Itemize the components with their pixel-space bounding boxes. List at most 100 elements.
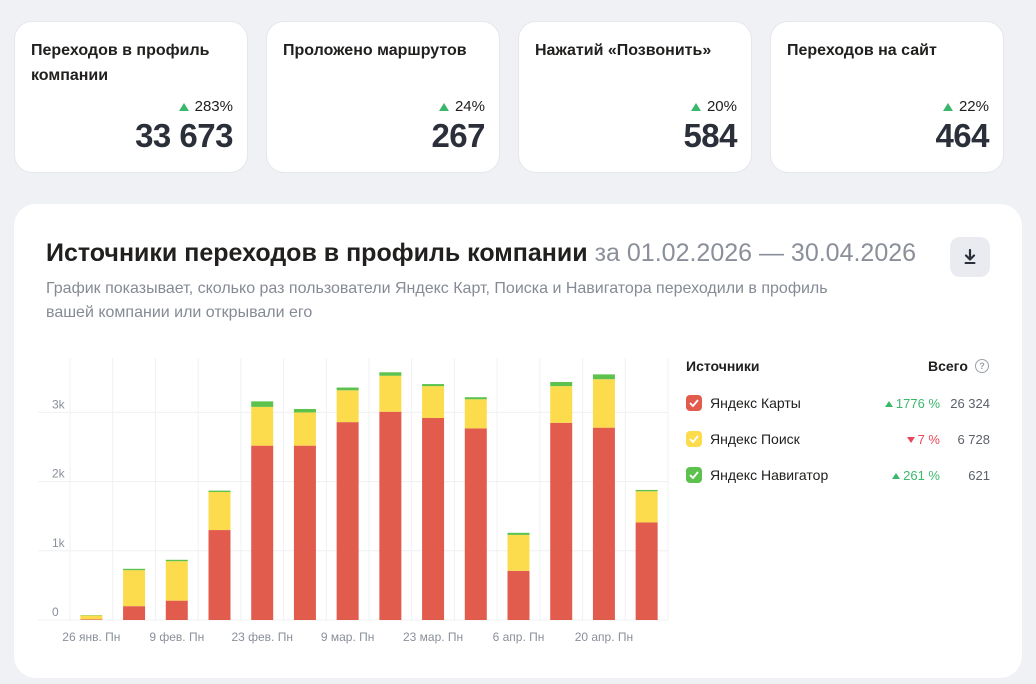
- help-icon[interactable]: ?: [975, 359, 989, 373]
- panel-period: за 01.02.2026 — 30.04.2026: [594, 239, 917, 267]
- kpi-card-website[interactable]: Переходов на сайт 22% 464: [770, 21, 1004, 173]
- kpi-value: 267: [431, 117, 485, 154]
- bar-segment: [550, 381, 573, 387]
- stacked-bar-chart: 0 1k 2k 3k 26 янв. Пн 9 фев. Пн 23 фев. Пн 9 ма…: [38, 358, 669, 644]
- kpi-change: 24%: [438, 98, 485, 115]
- legend-change-value: 1776 %: [895, 396, 940, 411]
- legend-change-value: 7 %: [917, 432, 940, 447]
- kpi-value: 33 673: [135, 117, 233, 154]
- bar-segment: [251, 406, 274, 446]
- arrow-up-icon: [438, 102, 449, 111]
- bar-segment: [635, 489, 658, 492]
- x-tick-label: 20 апр. Пн: [575, 630, 633, 644]
- bar-segment: [379, 372, 402, 376]
- bar-segment: [507, 534, 530, 571]
- bar-segment: [550, 386, 573, 423]
- bar-segment: [208, 530, 231, 620]
- bar-segment: [592, 374, 615, 380]
- bar-segment: [635, 522, 658, 620]
- legend-item-search[interactable]: Яндекс Поиск 7 % 6 728: [686, 430, 990, 450]
- legend-total: 6 728: [957, 432, 990, 447]
- kpi-title: Переходов на сайт: [787, 42, 937, 59]
- bar-segment: [123, 570, 146, 607]
- legend-label: Яндекс Поиск: [710, 431, 800, 447]
- bar-segment: [635, 491, 658, 523]
- x-tick-label: 23 фев. Пн: [231, 630, 293, 644]
- bar-segment: [464, 428, 487, 620]
- legend-change: 261 %: [892, 468, 940, 483]
- bar-segment: [379, 375, 402, 412]
- x-tick-label: 9 мар. Пн: [321, 630, 375, 644]
- bar-segment: [464, 397, 487, 400]
- kpi-title: Нажатий «Позвонить»: [535, 42, 712, 59]
- kpi-change-value: 283%: [194, 98, 233, 115]
- bar-segment: [592, 379, 615, 428]
- checkbox-checked-icon[interactable]: [686, 467, 702, 483]
- legend-total-header: Всего: [928, 358, 968, 374]
- legend-change-value: 261 %: [903, 468, 940, 483]
- bar-segment: [592, 427, 615, 620]
- kpi-title: Переходов в профиль компании: [31, 42, 210, 84]
- y-tick-label: 1k: [52, 536, 66, 550]
- bar-segment: [165, 561, 188, 601]
- kpi-card-calls[interactable]: Нажатий «Позвонить» 20% 584: [518, 21, 752, 173]
- legend-sources-header: Источники: [686, 358, 760, 374]
- bar-segment: [251, 401, 274, 407]
- panel-description: График показывает, сколько раз пользоват…: [46, 280, 828, 321]
- bar-segment: [165, 600, 188, 620]
- download-button[interactable]: [950, 237, 990, 277]
- bar-segment: [80, 619, 103, 620]
- bar-segment: [422, 417, 445, 620]
- bar-segment: [123, 568, 146, 571]
- download-icon: [964, 249, 976, 264]
- kpi-title: Проложено маршрутов: [283, 42, 467, 59]
- bar-segment: [208, 490, 231, 492]
- kpi-change: 283%: [178, 98, 233, 115]
- legend-item-maps[interactable]: Яндекс Карты 1776 % 26 324: [686, 394, 990, 414]
- x-tick-label: 9 фев. Пн: [149, 630, 204, 644]
- legend-label: Яндекс Навигатор: [710, 467, 829, 483]
- legend-label: Яндекс Карты: [710, 395, 801, 411]
- arrow-up-icon: [892, 472, 901, 479]
- arrow-up-icon: [884, 400, 893, 407]
- y-tick-label: 0: [52, 605, 59, 619]
- kpi-card-profile-visits[interactable]: Переходов в профиль компании 283% 33 673: [14, 21, 248, 173]
- y-tick-label: 2k: [52, 467, 66, 481]
- checkbox-checked-icon[interactable]: [686, 395, 702, 411]
- bar-segment: [336, 390, 359, 423]
- bar-segment: [165, 559, 188, 562]
- bar-segment: [336, 422, 359, 620]
- kpi-change: 20%: [690, 98, 737, 115]
- legend-total: 621: [968, 468, 990, 483]
- bar-segment: [208, 492, 231, 531]
- kpi-change-value: 20%: [706, 98, 737, 115]
- x-tick-label: 6 апр. Пн: [493, 630, 545, 644]
- kpi-value: 584: [683, 117, 737, 154]
- bar-segment: [422, 386, 445, 418]
- y-tick-label: 3k: [52, 397, 66, 411]
- x-tick-label: 26 янв. Пн: [62, 630, 120, 644]
- legend-item-navigator[interactable]: Яндекс Навигатор 261 % 621: [686, 466, 990, 486]
- bar-segment: [123, 606, 146, 620]
- bar-segment: [293, 412, 316, 446]
- bar-segment: [379, 411, 402, 620]
- kpi-card-routes[interactable]: Проложено маршрутов 24% 267: [266, 21, 500, 173]
- legend-total: 26 324: [950, 396, 990, 411]
- kpi-change-value: 24%: [454, 98, 485, 115]
- bar-segment: [80, 615, 103, 620]
- bar-segment: [507, 532, 530, 535]
- arrow-up-icon: [942, 102, 953, 111]
- checkbox-checked-icon[interactable]: [686, 431, 702, 447]
- panel-title: Источники переходов в профиль компании з…: [46, 239, 916, 268]
- bar-segment: [550, 422, 573, 620]
- kpi-value: 464: [935, 117, 989, 154]
- arrow-up-icon: [178, 102, 189, 111]
- bar-segment: [293, 445, 316, 620]
- arrow-up-icon: [690, 102, 701, 111]
- kpi-change-value: 22%: [958, 98, 989, 115]
- arrow-down-icon: [906, 436, 915, 443]
- kpi-change: 22%: [942, 98, 989, 115]
- legend-change: 1776 %: [884, 396, 940, 411]
- bar-segment: [507, 570, 530, 620]
- bar-segment: [422, 384, 445, 387]
